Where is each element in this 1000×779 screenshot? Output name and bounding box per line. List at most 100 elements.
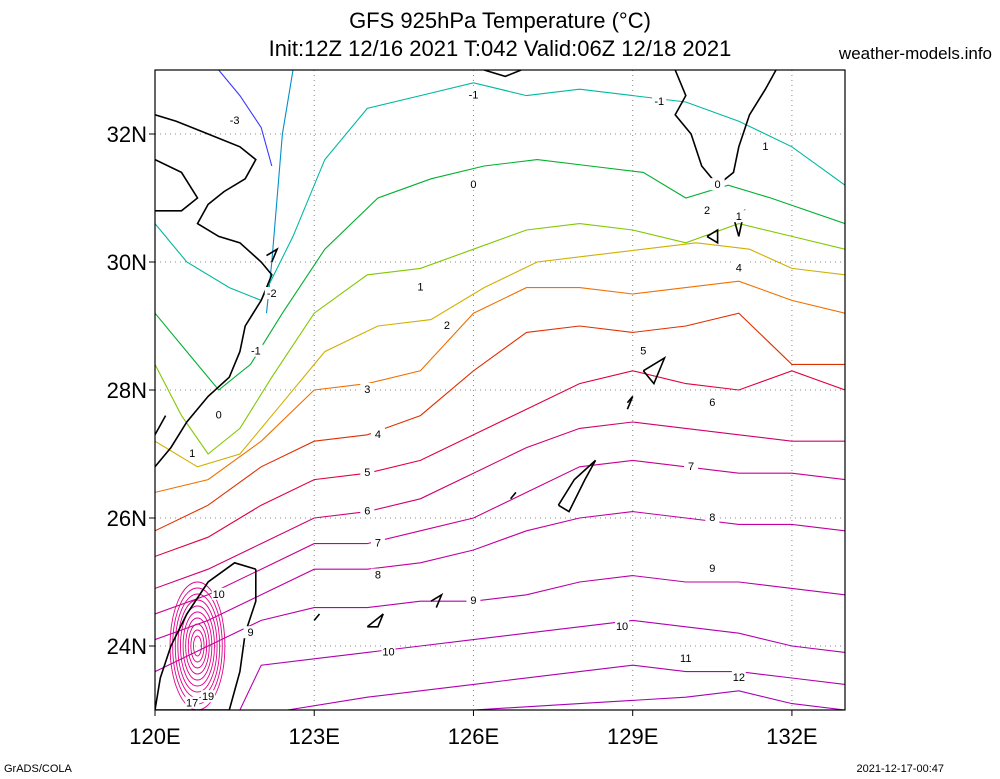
- contour-label: 5: [640, 346, 646, 358]
- coastline-yonaguni: [313, 613, 321, 621]
- contour-label: 3: [364, 384, 370, 396]
- contour-label-bg: [731, 210, 746, 223]
- contour-label-bg: [731, 261, 746, 274]
- contour-label-bg: [227, 114, 242, 127]
- lon-tick-label: 123E: [289, 724, 340, 749]
- contour-label-bg: [360, 466, 375, 479]
- footer-software: GrADS/COLA: [4, 763, 72, 775]
- contour-label: 10: [213, 589, 225, 601]
- warm-core-ring: [185, 617, 210, 675]
- contour-label-bg: [636, 344, 651, 357]
- contour-label: 1: [736, 211, 742, 223]
- contour-label-bg: [705, 562, 720, 575]
- isotherm-10: [239, 619, 845, 710]
- contour-label: -1: [469, 90, 479, 102]
- contour-label: -1: [654, 96, 664, 108]
- coastline-miyako: [430, 592, 444, 608]
- contour-label-bg: [678, 651, 693, 664]
- warm-core-ring: [182, 611, 213, 681]
- contour-label-bg: [211, 408, 226, 421]
- footer-timestamp: 2021-12-17-00:47: [856, 763, 944, 775]
- warm-core-ring: [180, 605, 215, 687]
- map-subtitle: Init:12Z 12/16 2021 T:042 Valid:06Z 12/1…: [268, 36, 732, 61]
- contour-label: 2: [704, 205, 710, 217]
- contour-label: 19: [202, 691, 214, 703]
- isotherm-3: [155, 280, 845, 493]
- contour-label-bg: [413, 280, 428, 293]
- contour-label-bg: [248, 344, 263, 357]
- contour-label-bg: [615, 619, 630, 632]
- warm-core-ring: [177, 599, 218, 693]
- contour-label-bg: [439, 319, 454, 331]
- map-frame: [154, 69, 846, 711]
- contour-label-bg: [700, 203, 714, 216]
- contour-label: 10: [616, 621, 628, 633]
- contour-label: 0: [216, 410, 222, 422]
- warm-core-ring: [174, 593, 221, 699]
- coastline-okinawa: [557, 459, 597, 513]
- lat-tick-label: 28N: [107, 378, 147, 403]
- warm-core-ring: [187, 623, 208, 669]
- contour-label-bg: [381, 645, 396, 658]
- contour-label-bg: [370, 427, 385, 440]
- coastline-china-coast-south: [155, 415, 167, 436]
- contour-label: 7: [375, 538, 381, 550]
- contour-label-bg: [360, 383, 375, 395]
- contour-label: 1: [762, 141, 768, 153]
- contour-label-bg: [705, 511, 720, 523]
- isotherm-2: [155, 242, 845, 468]
- lat-tick-label: 24N: [107, 634, 147, 659]
- contour-label-bg: [466, 88, 481, 101]
- contour-label: 1: [189, 448, 195, 460]
- contour-label: 17: [186, 698, 198, 710]
- contour-label-bg: [731, 671, 746, 683]
- contour-label: 6: [364, 506, 370, 518]
- contour-label: 2: [444, 320, 450, 332]
- contour-label-bg: [243, 626, 258, 639]
- contour-label: 4: [375, 429, 381, 441]
- lat-tick-label: 26N: [107, 506, 147, 531]
- contour-label-bg: [710, 178, 725, 191]
- isotherm-7: [155, 459, 845, 615]
- site-credit: weather-models.info: [838, 44, 992, 63]
- contour-label: -3: [230, 115, 240, 127]
- isotherm-9: [155, 575, 845, 673]
- coastline-yakushima: [706, 228, 719, 245]
- isotherm--1: [155, 82, 845, 302]
- contour-label: -2: [267, 288, 277, 300]
- contour-label: 11: [680, 653, 691, 665]
- isotherm-11: [287, 664, 845, 710]
- contour-label-bg: [211, 587, 226, 600]
- lon-tick-label: 126E: [448, 724, 499, 749]
- isotherm--3: [218, 70, 273, 167]
- coastline-china-coast-north: [155, 114, 273, 468]
- contour-label: 0: [470, 179, 476, 191]
- lon-tick-label: 132E: [766, 724, 817, 749]
- coastline-ishigaki: [366, 613, 384, 628]
- coastline-zhoushan: [266, 247, 279, 263]
- contour-label-bg: [466, 178, 481, 191]
- isotherm-8: [155, 511, 845, 641]
- coastline-hangzhou-bay: [155, 158, 199, 212]
- contour-label-bg: [360, 504, 375, 517]
- contour-label-bg: [201, 690, 216, 703]
- contour-label: 12: [733, 672, 745, 684]
- contour-label: 9: [247, 627, 253, 639]
- contour-label-bg: [370, 536, 385, 549]
- warm-core-ring: [193, 635, 202, 657]
- contour-label: 4: [736, 262, 742, 274]
- contour-label: 9: [470, 595, 476, 607]
- contour-label: -1: [251, 346, 261, 358]
- contour-label-bg: [370, 568, 385, 581]
- contour-label: 0: [715, 179, 721, 191]
- contour-label: 6: [709, 397, 715, 409]
- contour-label-bg: [185, 447, 200, 459]
- contour-label: 5: [364, 467, 370, 479]
- lat-tick-label: 32N: [107, 122, 147, 147]
- contour-label: 7: [688, 461, 694, 473]
- contour-label-bg: [185, 696, 200, 709]
- contour-label: 10: [382, 646, 394, 658]
- lon-tick-label: 129E: [607, 724, 658, 749]
- contour-group: -3-2-1-1-100 0111122344556677889910101091…: [155, 70, 845, 710]
